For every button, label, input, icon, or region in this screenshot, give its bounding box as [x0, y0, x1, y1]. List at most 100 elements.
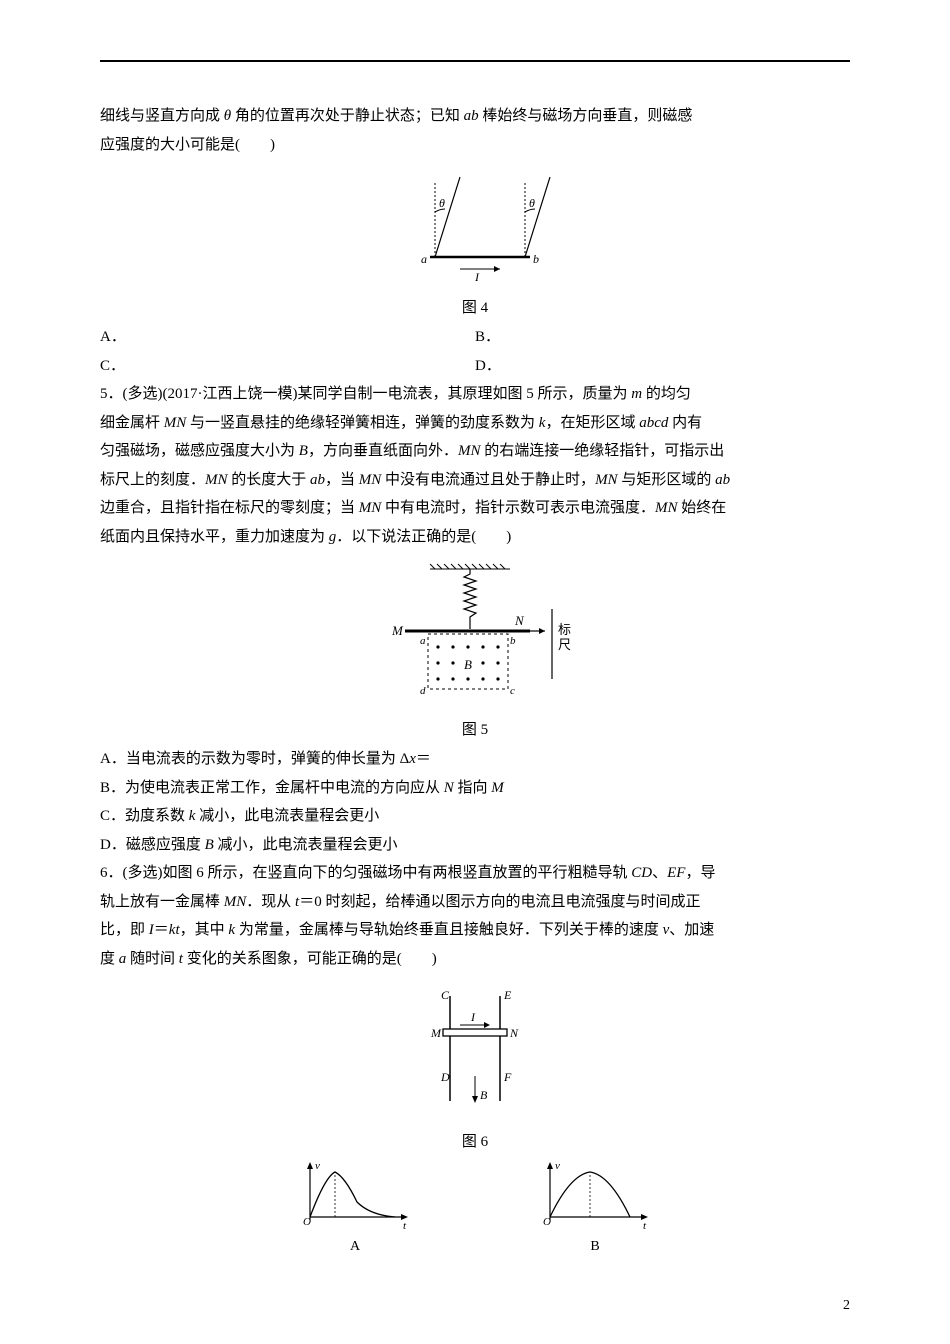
q6-p3b: ＝ [154, 922, 169, 938]
fig6-E: E [503, 988, 512, 1002]
q6-CD: CD [631, 865, 652, 881]
gB-v: v [555, 1160, 560, 1172]
graph-A-wrap: O v t A [295, 1157, 415, 1255]
gA-v: v [315, 1160, 320, 1172]
fig6-N: N [509, 1026, 519, 1040]
q5-p2d: 内有 [668, 415, 702, 431]
figure-5: M N 标 尺 a b c d B [100, 559, 850, 714]
q5-D-b: 减小，此电流表量程会更小 [214, 837, 398, 853]
gB-t: t [643, 1220, 647, 1232]
q5-p6a: 纸面内且保持水平，重力加速度为 [100, 529, 329, 545]
q5-text: 5．(多选)(2017·江西上饶一模)某同学自制一电流表，其原理如图 5 所示，… [100, 380, 850, 551]
q6-p3e: 、加速 [669, 922, 714, 938]
q5-p4c: ，当 [325, 472, 359, 488]
q5-A-a: A．当电流表的示数为零时，弹簧的伸长量为 Δ [100, 751, 409, 767]
fig6-M: M [430, 1026, 442, 1040]
q6-p1c: ，导 [685, 865, 715, 881]
top-rule [100, 60, 850, 62]
fig6-I: I [470, 1010, 476, 1024]
fig6-caption: 图 6 [100, 1130, 850, 1151]
q6-p2b: ．现从 [246, 894, 295, 910]
q5-p2c: ，在矩形区域 [545, 415, 639, 431]
q5-p1t: 的均匀 [642, 386, 691, 402]
q5-p4e: 与矩形区域的 [618, 472, 716, 488]
q5-p3a: 匀强磁场，磁感应强度大小为 [100, 443, 299, 459]
q5-D-B: B [205, 837, 214, 853]
q6-p4c: 变化的关系图象，可能正确的是( ) [183, 951, 437, 967]
fig5-caption: 图 5 [100, 718, 850, 739]
q5-p5b: 中有电流时，指针示数可表示电流强度． [381, 500, 655, 516]
q6-p3c: ，其中 [180, 922, 229, 938]
q6-p2c: ＝0 时刻起，给棒通以图示方向的电流且电流强度与时间成正 [299, 894, 700, 910]
q6-p4b: 随时间 [126, 951, 179, 967]
q6-p1a: 6．(多选)如图 6 所示，在竖直向下的匀强磁场中有两根竖直放置的平行粗糙导轨 [100, 865, 631, 881]
q5-p6b: ．以下说法正确的是( ) [336, 529, 511, 545]
q4-ab: ab [464, 108, 479, 124]
q4-opt-B: B． [475, 323, 850, 352]
fig6-D: D [440, 1070, 450, 1084]
fig5-N: N [514, 613, 525, 628]
fig4-a: a [421, 252, 427, 266]
figure-4: θ θ a b I [100, 167, 850, 292]
gA-O: O [303, 1216, 311, 1228]
fig4-b: b [533, 252, 539, 266]
graph-A-label: A [295, 1239, 415, 1255]
gA-t: t [403, 1220, 407, 1232]
q5-p4b: 的长度大于 [228, 472, 311, 488]
q4-text-line2: 应强度的大小可能是( ) [100, 137, 275, 153]
fig5-scale-2: 尺 [558, 637, 571, 652]
figure-6: C E D F M N I B [100, 981, 850, 1126]
page-number: 2 [843, 1298, 850, 1314]
fig4-theta-r: θ [529, 196, 535, 210]
q5-p1: 5．(多选)(2017·江西上饶一模)某同学自制一电流表，其原理如图 5 所示，… [100, 386, 631, 402]
q6-p1b: 、 [652, 865, 667, 881]
fig5-scale-1: 标 [558, 622, 571, 637]
q5-p3b: ，方向垂直纸面向外． [308, 443, 458, 459]
q5-C-b: 减小，此电流表量程会更小 [195, 808, 379, 824]
q5-mn3: MN [205, 472, 228, 488]
q5-mn1: MN [164, 415, 187, 431]
q5-abcd: abcd [639, 415, 668, 431]
q5-mn5: MN [595, 472, 618, 488]
fig6-B: B [480, 1088, 488, 1102]
q4-opt-C: C． [100, 352, 475, 381]
q5-m: m [631, 386, 642, 402]
q5-C-a: C．劲度系数 [100, 808, 189, 824]
q6-mn: MN [224, 894, 247, 910]
q4-opt-A: A． [100, 323, 475, 352]
q6-p3a: 比，即 [100, 922, 149, 938]
q4-tail: 细线与竖直方向成 θ 角的位置再次处于静止状态；已知 ab 棒始终与磁场方向垂直… [100, 102, 850, 159]
q5-mn4: MN [359, 472, 382, 488]
q5-p3c: 的右端连接一绝缘轻指针，可指示出 [480, 443, 724, 459]
fig4-I: I [474, 270, 480, 284]
fig5-M: M [391, 623, 404, 638]
q6-p2a: 轨上放有一金属棒 [100, 894, 224, 910]
q6-graphs: O v t A O v t B [100, 1157, 850, 1255]
q5-mn2: MN [458, 443, 481, 459]
q5-ab: ab [310, 472, 325, 488]
q4-text-b: 角的位置再次处于静止状态；已知 [231, 108, 464, 124]
q5-B-b: 指向 [454, 780, 492, 796]
q5-B-N: N [444, 780, 454, 796]
q4-opt-D: D． [475, 352, 850, 381]
graph-B-wrap: O v t B [535, 1157, 655, 1255]
q5-ab2: ab [715, 472, 730, 488]
q5-p4d: 中没有电流通过且处于静止时， [381, 472, 595, 488]
q5-p2b: 与一竖直悬挂的绝缘轻弹簧相连，弹簧的劲度系数为 [186, 415, 539, 431]
fig5-d: d [420, 685, 426, 697]
q5-options: A．当电流表的示数为零时，弹簧的伸长量为 Δx＝ B．为使电流表正常工作，金属杆… [100, 745, 850, 859]
q6-text: 6．(多选)如图 6 所示，在竖直向下的匀强磁场中有两根竖直放置的平行粗糙导轨 … [100, 859, 850, 973]
q5-p4a: 标尺上的刻度． [100, 472, 205, 488]
fig6-C: C [441, 988, 450, 1002]
q4-options-2: C． D． [100, 352, 850, 381]
fig4-caption: 图 4 [100, 296, 850, 317]
q5-mn7: MN [655, 500, 678, 516]
fig5-B: B [464, 657, 472, 672]
q5-p5a: 边重合，且指针指在标尺的零刻度；当 [100, 500, 359, 516]
fig4-theta-l: θ [439, 196, 445, 210]
q5-D-a: D．磁感应强度 [100, 837, 205, 853]
q5-A-x: x [409, 751, 416, 767]
q6-p4a: 度 [100, 951, 119, 967]
fig5-c: c [510, 685, 515, 697]
fig6-F: F [503, 1070, 512, 1084]
